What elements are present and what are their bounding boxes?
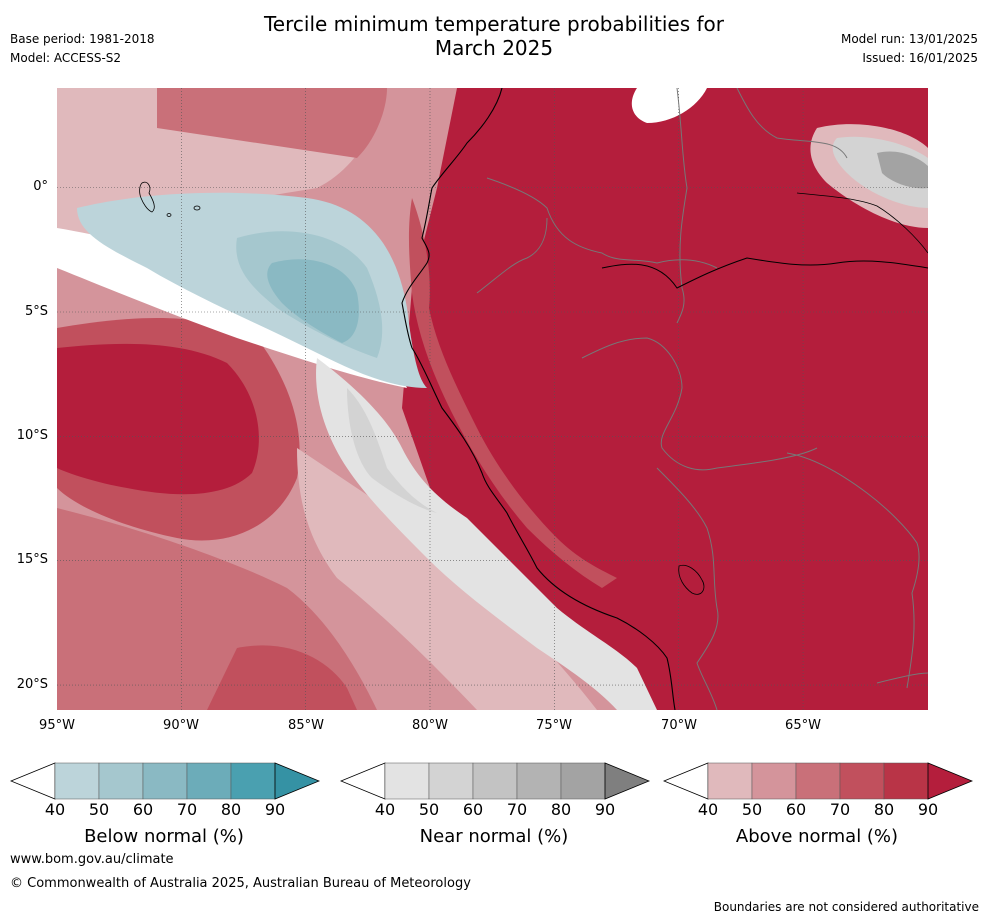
colorbar-tick-label: 80 (220, 800, 242, 819)
grid-lines (57, 88, 928, 710)
region-above-90-west (57, 343, 259, 495)
colorbar-tick-label: 80 (550, 800, 572, 819)
lon-tick-label: 80°W (412, 718, 448, 733)
colorbar-low-extension (663, 762, 709, 800)
colorbar-tick-label: 60 (132, 800, 154, 819)
colorbar-tick-label: 40 (697, 800, 719, 819)
model-name: Model: ACCESS-S2 (10, 51, 122, 65)
region-above-40-coast (297, 448, 597, 710)
colorbar-tick-label: 50 (741, 800, 763, 819)
amazon-river (601, 257, 928, 289)
colorbar-tick-label: 90 (917, 800, 939, 819)
colorbar-segment (54, 762, 100, 800)
map-title: Tercile minimum temperature probabilitie… (0, 12, 988, 60)
website-link[interactable]: www.bom.gov.au/climate (10, 852, 174, 867)
colorbar-tick-label: 70 (506, 800, 528, 819)
lat-tick-label: 5°S (24, 304, 48, 319)
colorbar-segment (883, 762, 929, 800)
lon-tick-label: 85°W (288, 718, 324, 733)
lon-tick-label: 65°W (785, 718, 821, 733)
colorbar-title: Above normal (%) (735, 826, 899, 847)
colorbar-title: Below normal (%) (84, 826, 244, 847)
colorbar-tick-label: 60 (785, 800, 807, 819)
colorbar-segment (516, 762, 562, 800)
colorbar-low-extension (10, 762, 56, 800)
river-north (796, 192, 928, 254)
colorbar-tick-label: 50 (418, 800, 440, 819)
colorbar-segment (384, 762, 430, 800)
lake-titicaca (678, 564, 705, 595)
region-neutral-north (631, 88, 707, 123)
colorbar-segment (472, 762, 518, 800)
colorbar-high-extension (604, 762, 650, 800)
colorbar-tick-label: 60 (462, 800, 484, 819)
colorbar-tick-label: 80 (873, 800, 895, 819)
region-above-70-north (157, 88, 387, 158)
lat-tick-label: 10°S (16, 428, 48, 443)
region-near-40 (316, 358, 657, 710)
colorbar-segment (230, 762, 276, 800)
colorbar-high-extension (927, 762, 973, 800)
map-canvas (57, 88, 928, 710)
colorbar-tick-label: 40 (374, 800, 396, 819)
title-line-2: March 2025 (434, 36, 554, 60)
colorbar-high-extension (274, 762, 320, 800)
colorbar-segment (142, 762, 188, 800)
colorbar-segment (751, 762, 797, 800)
colorbar-near (340, 762, 650, 800)
base-period: Base period: 1981-2018 (10, 32, 155, 46)
boundaries-disclaimer: Boundaries are not considered authoritat… (713, 900, 979, 914)
model-run: Model run: 13/01/2025 (840, 32, 978, 46)
region-above-80-south (207, 645, 357, 710)
colorbar-segment (186, 762, 232, 800)
colorbar-low-extension (340, 762, 386, 800)
country-borders (476, 88, 928, 710)
colorbar-tick-label: 40 (44, 800, 66, 819)
colorbar-segment (839, 762, 885, 800)
colorbar-segment (560, 762, 606, 800)
region-near-50 (347, 388, 437, 513)
lat-tick-label: 15°S (16, 552, 48, 567)
title-line-1: Tercile minimum temperature probabilitie… (263, 12, 725, 36)
region-near-90-ne (877, 151, 928, 189)
lon-tick-label: 70°W (661, 718, 697, 733)
colorbar-segment (98, 762, 144, 800)
colorbar-tick-label: 90 (264, 800, 286, 819)
copyright-notice: © Commonwealth of Australia 2025, Austra… (10, 876, 471, 891)
colorbar-segment (707, 762, 753, 800)
colorbar-above (663, 762, 973, 800)
colorbar-below (10, 762, 320, 800)
lat-tick-label: 0° (33, 179, 48, 194)
issued-date: Issued: 16/01/2025 (862, 51, 978, 65)
region-above-80-coast (408, 198, 617, 588)
colorbar-tick-label: 50 (88, 800, 110, 819)
colorbar-title: Near normal (%) (419, 826, 569, 847)
lon-tick-label: 75°W (536, 718, 572, 733)
colorbar-tick-label: 70 (176, 800, 198, 819)
colorbar-tick-label: 90 (594, 800, 616, 819)
probability-map (57, 88, 928, 710)
lat-tick-label: 20°S (16, 677, 48, 692)
colorbar-tick-label: 70 (829, 800, 851, 819)
region-below-60 (267, 259, 359, 343)
coastline (401, 88, 676, 710)
lon-tick-label: 95°W (39, 718, 75, 733)
colorbar-segment (428, 762, 474, 800)
galapagos-islands (139, 181, 201, 217)
lon-tick-label: 90°W (163, 718, 199, 733)
colorbar-segment (795, 762, 841, 800)
